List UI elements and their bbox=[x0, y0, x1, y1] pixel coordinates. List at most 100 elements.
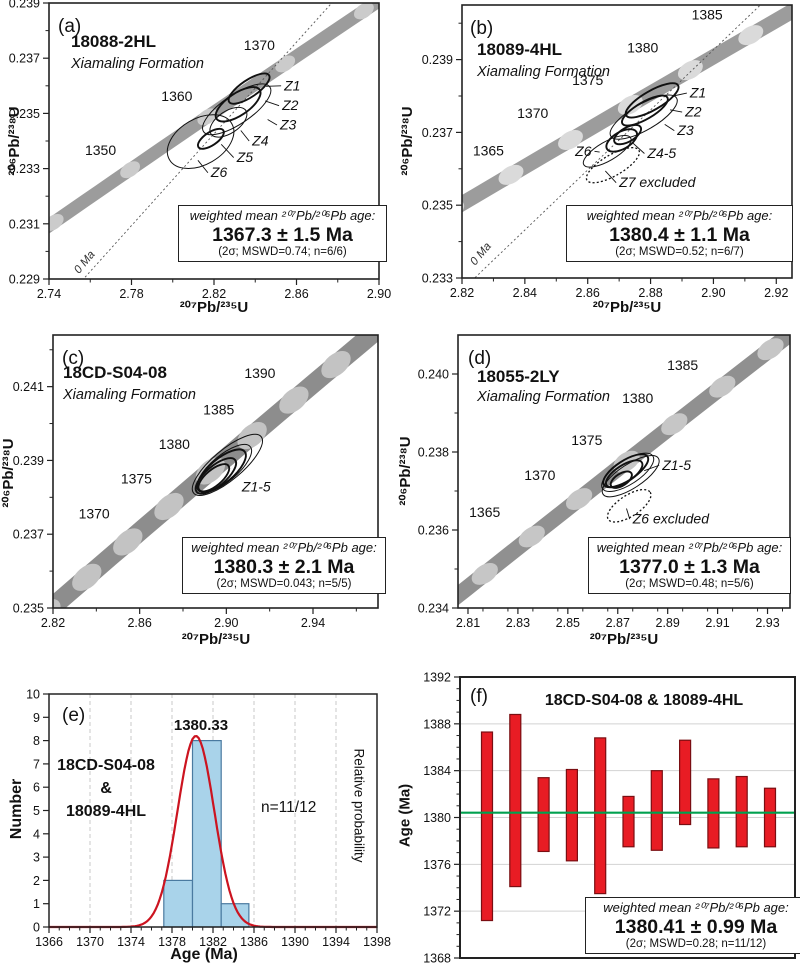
panel-c-x-axis-title: ²⁰⁷Pb/²³⁵U bbox=[181, 631, 251, 648]
age-error-bar bbox=[650, 770, 663, 851]
panel-d-age-box-title: weighted mean ²⁰⁷Pb/²⁰⁶Pb age: bbox=[596, 540, 783, 555]
panel-b-age-box: weighted mean ²⁰⁷Pb/²⁰⁶Pb age: 1380.4 ± … bbox=[566, 205, 793, 263]
x-tick-label: 1382 bbox=[199, 935, 227, 949]
panel-a-age-stats: (2σ; MSWD=0.74; n=6/6) bbox=[218, 246, 347, 259]
panel-e-letter: (e) bbox=[62, 705, 86, 726]
plot-frame bbox=[459, 676, 796, 959]
panel-d-age-box: weighted mean ²⁰⁷Pb/²⁰⁶Pb age: 1377.0 ± … bbox=[588, 537, 791, 595]
x-tick-label: 2.86 bbox=[127, 616, 151, 630]
x-tick-label: 2.78 bbox=[119, 287, 143, 301]
error-ellipse-Z4 bbox=[609, 470, 633, 489]
x-tick-label: 2.81 bbox=[456, 616, 480, 630]
panel-b-y-axis-title: ²⁰⁶Pb/²³⁸U bbox=[399, 106, 416, 176]
x-tick-label: 2.84 bbox=[513, 286, 537, 300]
plot-frame bbox=[48, 693, 378, 928]
panel-a-sample-name: 18088-2HL bbox=[71, 32, 157, 51]
y-tick-label: 0.237 bbox=[13, 528, 44, 542]
age-error-bar bbox=[537, 777, 550, 853]
relative-probability-label: Relative probability bbox=[351, 748, 367, 863]
error-ellipse-Z3 bbox=[194, 457, 238, 495]
concordia-age-label: 1365 bbox=[469, 504, 500, 520]
leader-line bbox=[197, 160, 209, 174]
y-tick-label: 0.235 bbox=[422, 199, 453, 213]
x-tick-label: 2.88 bbox=[638, 286, 662, 300]
y-tick-label: 6 bbox=[33, 781, 40, 795]
ellipse-label: Z1 bbox=[283, 77, 300, 93]
ellipse-label: Z1-5 bbox=[241, 478, 271, 494]
y-tick-label: 0.238 bbox=[418, 446, 449, 460]
concordia-age-label: 1375 bbox=[572, 72, 603, 88]
panel-f: 1368 1372 1376 1380 1384 1388 1392 bbox=[423, 671, 796, 966]
y-tick-label: 0.237 bbox=[9, 52, 40, 66]
error-ellipse-Z4 bbox=[209, 106, 248, 138]
discordia-age-label: 0 Ma bbox=[468, 241, 494, 268]
panel-e: 1366 1370 1374 1378 1382 1386 1390 1394 1398 0 1 2 3… bbox=[26, 688, 391, 950]
ellipse-label: Z2 bbox=[684, 104, 702, 120]
panel-a-age-value: 1367.3 ± 1.5 Ma bbox=[212, 224, 353, 246]
panel-c: 1370 1375 1380 1385 1390 Z1-5 2.82 2.86 2.90 2.94… bbox=[13, 334, 379, 630]
age-marker-1385 bbox=[237, 422, 267, 450]
age-error-bar bbox=[763, 787, 777, 848]
panel-a-x-axis-title: ²⁰⁷Pb/²³⁵U bbox=[179, 299, 249, 316]
ellipse-label: Z5 bbox=[236, 149, 254, 165]
panel-d: 1365 1370 1375 1380 1385 Z1-5 Z6 excluded 2.81 2… bbox=[418, 334, 791, 630]
leader-line bbox=[664, 124, 675, 131]
y-tick-label: 0.240 bbox=[418, 368, 449, 382]
y-tick-label: 0.235 bbox=[9, 107, 40, 121]
panel-c-letter: (c) bbox=[62, 348, 85, 369]
error-ellipse-Z5 bbox=[605, 128, 638, 153]
leader-line bbox=[604, 170, 617, 183]
panel-c-age-box-title: weighted mean ²⁰⁷Pb/²⁰⁶Pb age: bbox=[191, 540, 377, 555]
panel-f-title: 18CD-S04-08 & 18089-4HL bbox=[544, 692, 744, 709]
y-tick-label: 10 bbox=[26, 688, 40, 702]
leader-line bbox=[267, 119, 278, 126]
ellipse-label: Z4 bbox=[251, 133, 269, 149]
age-marker-1385 bbox=[738, 25, 764, 46]
y-tick-label: 0.236 bbox=[418, 524, 449, 538]
y-tick-label: 0.231 bbox=[9, 217, 40, 231]
plot-frame bbox=[457, 334, 791, 609]
age-marker-1390 bbox=[757, 338, 784, 361]
y-tick-label: 1368 bbox=[423, 952, 451, 966]
age-marker-1390 bbox=[279, 386, 309, 414]
panel-c-sample-name: 18CD-S04-08 bbox=[63, 363, 167, 382]
concordia-age-label: 1375 bbox=[121, 471, 152, 487]
leader-line bbox=[626, 508, 631, 520]
panel-d-y-axis-title: ²⁰⁶Pb/²³⁸U bbox=[397, 436, 414, 506]
y-tick-label: 3 bbox=[33, 851, 40, 865]
ellipse-label: Z6 excluded bbox=[632, 511, 710, 527]
panel-c-age-stats: (2σ; MSWD=0.043; n=5/5) bbox=[216, 578, 352, 591]
panel-b-letter: (b) bbox=[470, 18, 494, 39]
error-ellipse-Z5 bbox=[196, 127, 225, 150]
panel-f-y-axis-title: Age (Ma) bbox=[396, 783, 414, 848]
x-tick-label: 1398 bbox=[363, 935, 391, 949]
x-tick-label: 1374 bbox=[117, 935, 145, 949]
panel-f-age-box-title: weighted mean ²⁰⁷Pb/²⁰⁶Pb age: bbox=[603, 900, 789, 915]
age-marker-1370 bbox=[558, 130, 583, 150]
error-ellipse-Z3 bbox=[609, 94, 678, 140]
concordia-age-label: 1350 bbox=[85, 142, 116, 158]
x-tick-label: 1366 bbox=[35, 935, 63, 949]
panel-c-age-box: weighted mean ²⁰⁷Pb/²⁰⁶Pb age: 1380.3 ± … bbox=[182, 537, 386, 595]
discordia-line bbox=[82, 3, 333, 279]
x-tick-label: 2.83 bbox=[506, 616, 530, 630]
age-error-bar bbox=[565, 768, 579, 862]
concordia-age-label: 1360 bbox=[161, 88, 192, 104]
y-tick-label: 0.237 bbox=[422, 126, 453, 140]
panel-d-letter: (d) bbox=[468, 348, 492, 369]
panel-d-formation: Xiamaling Formation bbox=[477, 389, 610, 405]
panel-b-x-axis-title: ²⁰⁷Pb/²³⁵U bbox=[592, 299, 662, 316]
age-error-bar bbox=[480, 731, 494, 922]
concordia-age-label: 1380 bbox=[627, 39, 658, 55]
histogram-bar bbox=[163, 879, 194, 928]
x-tick-label: 2.74 bbox=[37, 287, 61, 301]
error-ellipse-Z2 bbox=[621, 94, 669, 127]
age-marker-1380 bbox=[661, 413, 688, 436]
y-tick-label: 1372 bbox=[423, 905, 451, 919]
x-tick-label: 2.89 bbox=[656, 616, 680, 630]
concordia-age-label: 1370 bbox=[524, 467, 555, 483]
x-tick-label: 2.86 bbox=[576, 286, 600, 300]
